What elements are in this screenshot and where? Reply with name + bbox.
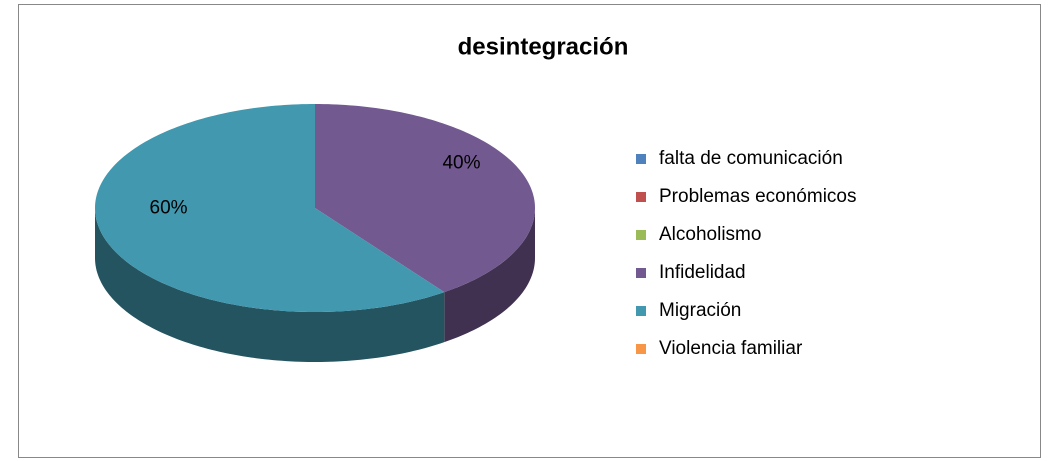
pie-slice	[315, 104, 535, 293]
legend-swatch	[636, 344, 646, 354]
legend-label: Problemas económicos	[659, 186, 856, 207]
legend-label: falta de comunicación	[659, 148, 843, 169]
data-label: 60%	[150, 198, 188, 219]
legend-swatch	[636, 306, 646, 316]
pie-side	[444, 208, 535, 343]
legend-swatch	[636, 230, 646, 240]
data-label: 40%	[442, 153, 480, 174]
legend-label: Migración	[659, 300, 741, 321]
legend-swatch	[636, 192, 646, 202]
legend-label: Violencia familiar	[659, 338, 803, 359]
legend-swatch	[636, 268, 646, 278]
pie-slice	[95, 104, 445, 312]
pie-side	[95, 208, 445, 362]
legend-label: Infidelidad	[659, 262, 746, 283]
chart-title: desintegración	[458, 33, 629, 60]
legend-swatch	[636, 154, 646, 164]
legend-label: Alcoholismo	[659, 224, 761, 245]
